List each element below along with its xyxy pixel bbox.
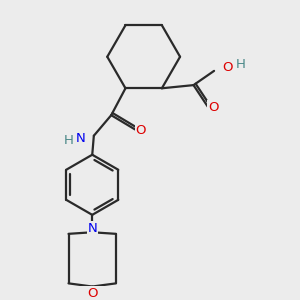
Text: O: O [87, 287, 98, 300]
Text: H: H [63, 134, 73, 147]
Text: O: O [135, 124, 146, 137]
Text: O: O [208, 101, 219, 114]
Text: N: N [76, 132, 86, 145]
Text: H: H [236, 58, 245, 71]
Text: O: O [222, 61, 232, 74]
Text: N: N [87, 222, 97, 235]
